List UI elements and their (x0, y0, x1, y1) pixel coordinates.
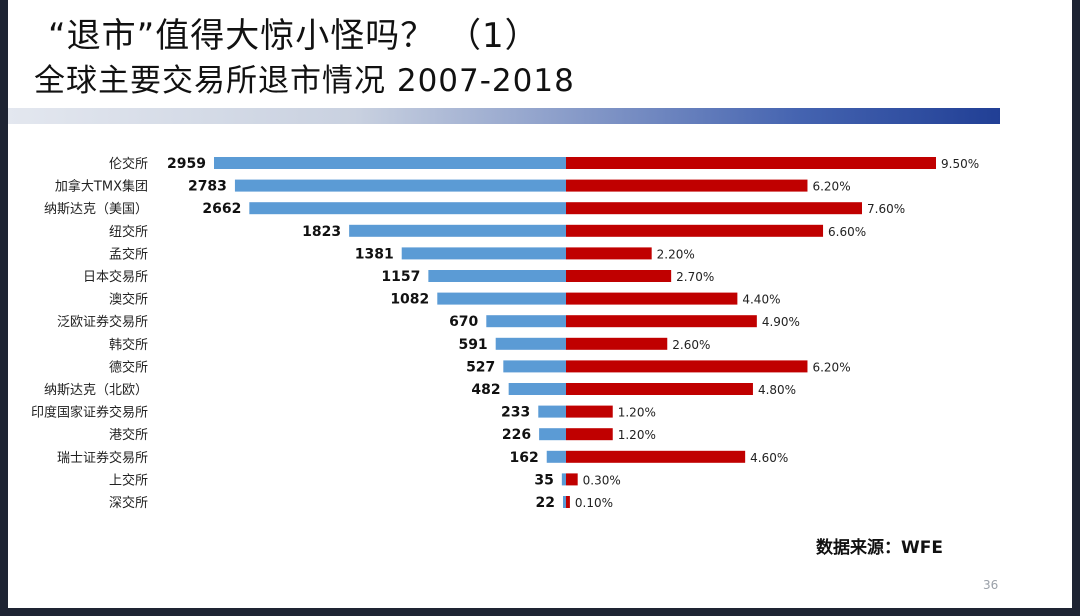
right-value-label: 6.20% (812, 180, 850, 194)
left-value-label: 162 (509, 450, 538, 466)
left-value-label: 1157 (381, 269, 420, 285)
slide-subtitle: 全球主要交易所退市情况 2007-2018 (34, 63, 575, 99)
left-value-label: 591 (458, 337, 487, 353)
left-value-label: 2959 (167, 156, 206, 172)
left-bar (495, 337, 566, 350)
right-value-label: 2.70% (676, 270, 714, 284)
header-divider-bar (8, 108, 1000, 124)
category-label: 加拿大TMX集团 (55, 179, 148, 195)
right-bar (566, 383, 753, 395)
right-bar (566, 360, 808, 373)
right-bar (566, 270, 672, 282)
left-bar (503, 360, 566, 373)
category-label: 纽交所 (109, 224, 148, 240)
category-label: 日本交易所 (83, 269, 148, 285)
right-bar (566, 496, 570, 508)
right-value-label: 0.10% (575, 496, 613, 510)
left-value-label: 2783 (188, 179, 227, 195)
left-value-label: 22 (536, 495, 555, 511)
category-label: 上交所 (109, 472, 148, 488)
right-value-label: 6.20% (812, 360, 850, 374)
right-value-label: 2.20% (657, 247, 695, 261)
right-value-label: 9.50% (941, 157, 979, 171)
left-value-label: 1381 (355, 246, 394, 262)
left-value-label: 35 (534, 472, 553, 488)
category-label: 港交所 (109, 427, 148, 443)
left-value-label: 670 (449, 314, 478, 330)
left-value-label: 233 (501, 405, 530, 421)
right-value-label: 7.60% (867, 202, 905, 216)
slide: “退市”值得大惊小怪吗？ （1） 全球主要交易所退市情况 2007-2018 伦… (8, 0, 1072, 608)
category-label: 深交所 (109, 495, 148, 511)
page-number: 36 (983, 578, 999, 592)
data-source-note: 数据来源：WFE (816, 538, 943, 558)
left-bar (437, 292, 566, 305)
right-value-label: 4.80% (758, 383, 796, 397)
right-bar (566, 292, 738, 305)
left-bar (546, 450, 566, 463)
right-bar (566, 157, 936, 169)
delisting-butterfly-chart: 伦交所 2959 9.50% 加拿大TMX集团 2783 6.20% 纳斯达克（美国） 266… (31, 156, 979, 511)
left-bar (249, 202, 566, 215)
left-bar (428, 270, 566, 282)
right-value-label: 4.90% (762, 315, 800, 329)
left-value-label: 1823 (302, 224, 341, 240)
left-bar (561, 473, 566, 486)
right-bar (566, 450, 746, 463)
right-bar (566, 224, 824, 237)
right-bar (566, 247, 652, 260)
category-label: 德交所 (109, 359, 148, 375)
left-value-label: 226 (502, 427, 531, 443)
left-value-label: 1082 (390, 292, 429, 308)
right-bar (566, 473, 578, 486)
right-bar (566, 337, 668, 350)
category-label: 瑞士证券交易所 (57, 450, 148, 466)
left-bar (349, 224, 566, 237)
left-bar (486, 315, 566, 328)
category-label: 伦交所 (109, 156, 148, 172)
left-bar (401, 247, 566, 260)
right-value-label: 0.30% (583, 473, 621, 487)
category-label: 韩交所 (109, 337, 148, 353)
category-label: 纳斯达克（北欧） (44, 383, 148, 398)
right-bar (566, 179, 808, 192)
slide-title: “退市”值得大惊小怪吗？ （1） (48, 16, 540, 56)
left-value-label: 482 (471, 382, 500, 398)
right-value-label: 1.20% (618, 428, 656, 442)
left-bar (508, 383, 566, 395)
left-bar (234, 179, 566, 192)
right-value-label: 1.20% (618, 406, 656, 420)
left-bar (539, 428, 566, 441)
right-bar (566, 315, 757, 328)
right-value-label: 6.60% (828, 225, 866, 239)
right-value-label: 2.60% (672, 338, 710, 352)
left-bar (563, 496, 566, 508)
right-bar (566, 405, 613, 418)
left-value-label: 2662 (202, 201, 241, 217)
category-label: 澳交所 (109, 292, 148, 308)
category-label: 纳斯达克（美国） (44, 202, 148, 217)
category-label: 印度国家证券交易所 (31, 405, 148, 421)
right-value-label: 4.60% (750, 451, 788, 465)
left-bar (538, 405, 566, 418)
right-value-label: 4.40% (742, 293, 780, 307)
category-label: 泛欧证券交易所 (57, 314, 148, 330)
right-bar (566, 202, 862, 215)
category-label: 孟交所 (109, 246, 148, 262)
left-bar (214, 157, 566, 169)
left-value-label: 527 (466, 359, 495, 375)
right-bar (566, 428, 613, 441)
